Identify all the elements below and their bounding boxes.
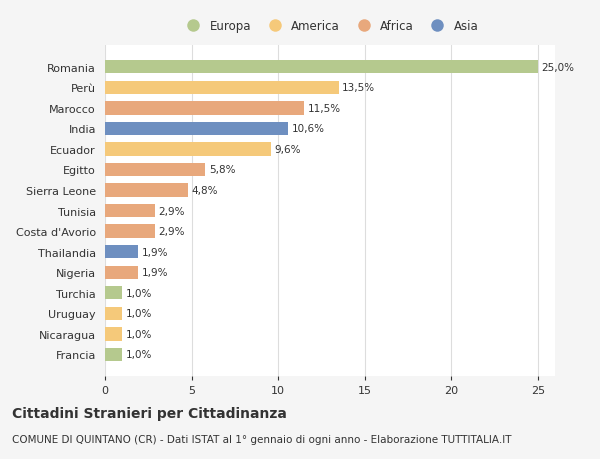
Text: 9,6%: 9,6% — [275, 145, 301, 155]
Bar — [105, 81, 338, 95]
Bar — [105, 123, 289, 136]
Bar — [105, 246, 138, 259]
Bar — [105, 328, 122, 341]
Text: 1,9%: 1,9% — [142, 247, 168, 257]
Bar — [105, 143, 271, 156]
Bar — [105, 266, 138, 280]
Text: 25,0%: 25,0% — [541, 62, 574, 73]
Bar — [105, 102, 304, 115]
Text: 2,9%: 2,9% — [158, 227, 185, 237]
Bar — [105, 348, 122, 361]
Text: COMUNE DI QUINTANO (CR) - Dati ISTAT al 1° gennaio di ogni anno - Elaborazione T: COMUNE DI QUINTANO (CR) - Dati ISTAT al … — [12, 434, 511, 444]
Text: 1,0%: 1,0% — [126, 329, 152, 339]
Text: 1,0%: 1,0% — [126, 288, 152, 298]
Text: Cittadini Stranieri per Cittadinanza: Cittadini Stranieri per Cittadinanza — [12, 406, 287, 420]
Text: 13,5%: 13,5% — [342, 83, 375, 93]
Bar — [105, 307, 122, 320]
Bar — [105, 61, 538, 74]
Bar — [105, 225, 155, 238]
Text: 1,0%: 1,0% — [126, 309, 152, 319]
Text: 1,0%: 1,0% — [126, 350, 152, 360]
Text: 4,8%: 4,8% — [191, 185, 218, 196]
Bar — [105, 286, 122, 300]
Text: 11,5%: 11,5% — [308, 104, 341, 113]
Bar — [105, 184, 188, 197]
Bar — [105, 204, 155, 218]
Text: 1,9%: 1,9% — [142, 268, 168, 278]
Text: 10,6%: 10,6% — [292, 124, 325, 134]
Legend: Europa, America, Africa, Asia: Europa, America, Africa, Asia — [181, 21, 479, 34]
Text: 2,9%: 2,9% — [158, 206, 185, 216]
Bar — [105, 163, 205, 177]
Text: 5,8%: 5,8% — [209, 165, 235, 175]
